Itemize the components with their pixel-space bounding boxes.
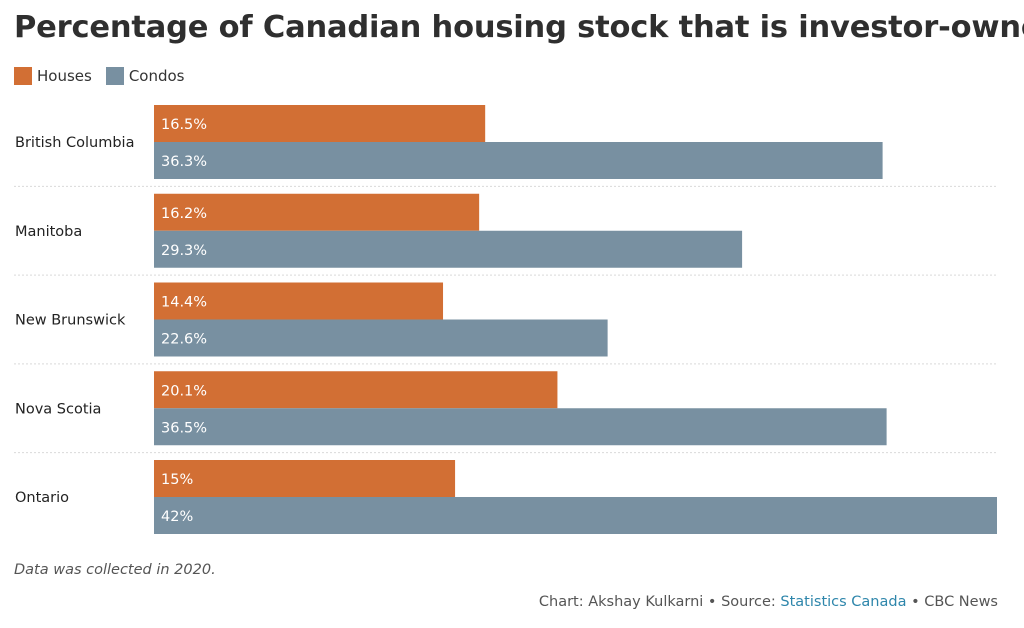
bar-value-label: 29.3% — [161, 243, 207, 259]
bar-value-label: 20.1% — [161, 383, 207, 399]
category-label: New Brunswick — [15, 313, 126, 329]
bar-value-label: 15% — [161, 472, 193, 488]
bar-chart: British Columbia 16.5% 36.3% Manitoba 16.2% 2… — [14, 105, 997, 534]
bar-value-label: 36.5% — [161, 420, 207, 436]
bar-condos[interactable] — [154, 319, 608, 357]
category-label: Manitoba — [15, 224, 82, 240]
bar-condos[interactable] — [154, 497, 997, 534]
legend-item-houses: Houses — [14, 67, 92, 85]
bar-value-label: 22.6% — [161, 332, 207, 348]
legend: Houses Condos — [14, 67, 185, 85]
data-note: Data was collected in 2020. — [14, 562, 216, 578]
bar-value-label: 14.4% — [161, 295, 207, 311]
bar-value-label: 36.3% — [161, 154, 207, 170]
bar-value-label: 16.5% — [161, 117, 207, 133]
chart-title: Percentage of Canadian housing stock tha… — [14, 10, 1024, 45]
legend-swatch-condos — [105, 67, 124, 85]
bar-condos[interactable] — [154, 142, 883, 179]
legend-swatch-houses — [14, 67, 32, 85]
bar-condos[interactable] — [154, 408, 887, 446]
bar-value-label: 16.2% — [161, 206, 207, 222]
bar-condos[interactable] — [154, 230, 743, 268]
chart-credit: Chart: Akshay Kulkarni • Source: Statist… — [539, 594, 998, 610]
source-link[interactable]: Statistics Canada — [780, 594, 907, 610]
credit-prefix: Chart: Akshay Kulkarni • Source: — [538, 594, 781, 610]
bar-value-label: 42% — [161, 509, 193, 525]
category-label: Nova Scotia — [15, 401, 101, 417]
credit-suffix: • CBC News — [906, 594, 998, 610]
bar-houses[interactable] — [154, 193, 480, 231]
category-label: British Columbia — [15, 135, 134, 151]
legend-label-houses: Houses — [37, 67, 92, 85]
legend-label-condos: Condos — [128, 67, 185, 85]
bar-houses[interactable] — [154, 460, 456, 497]
bar-houses[interactable] — [154, 282, 444, 320]
bar-houses[interactable] — [154, 105, 486, 142]
bar-houses[interactable] — [154, 371, 558, 409]
category-label: Ontario — [15, 490, 69, 506]
legend-item-condos: Condos — [105, 67, 185, 85]
